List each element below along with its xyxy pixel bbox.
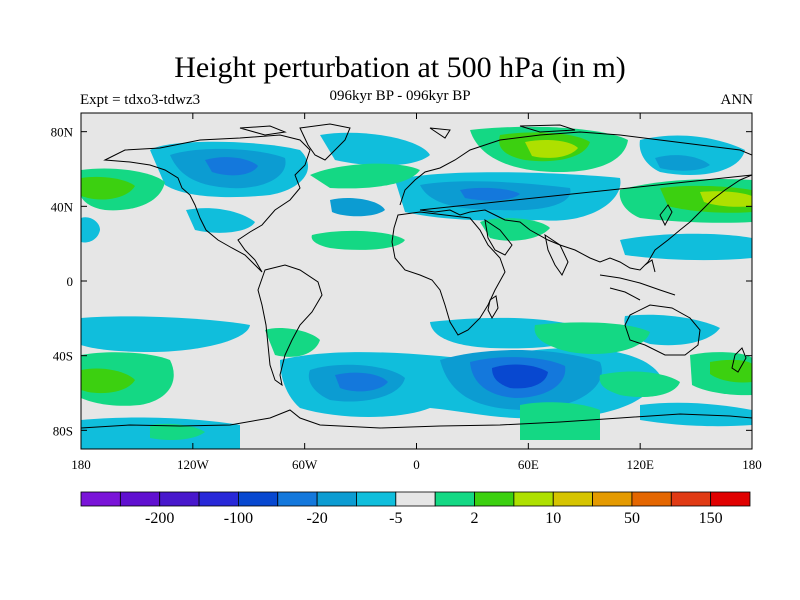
coastline-layer	[81, 123, 752, 429]
lat-tick-label: 80N	[51, 125, 74, 140]
colorbar-swatch	[356, 491, 397, 507]
colorbar-swatch	[434, 491, 475, 507]
experiment-label: Expt = tdxo3-tdwz3	[80, 92, 201, 108]
australia-coastline	[624, 304, 701, 356]
colorbar-swatch	[159, 491, 200, 507]
lat-tick-label: 40N	[51, 199, 74, 214]
colorbar-swatch	[316, 491, 357, 507]
colorbar-label: -20	[306, 510, 327, 527]
colorbar-swatch	[592, 491, 633, 507]
contour-deepest-blue	[492, 364, 548, 389]
colorbar-swatch	[80, 491, 121, 507]
contour-yellow-green	[525, 140, 752, 207]
lon-tick-label: 120W	[177, 457, 210, 472]
lon-tick-label: 180	[742, 457, 762, 472]
lon-tick-label: 60E	[518, 457, 539, 472]
south-america-coastline	[257, 264, 323, 387]
colorbar-label: 150	[699, 510, 723, 527]
contour-fill-layer	[81, 126, 752, 449]
colorbar-label: -200	[145, 510, 174, 527]
colorbar-label: 50	[624, 510, 640, 527]
colorbar-swatch	[119, 491, 161, 507]
colorbar-swatch	[277, 491, 318, 507]
africa-coastline	[391, 211, 506, 336]
japan-coastline	[659, 204, 673, 227]
colorbar-swatch	[238, 491, 279, 507]
antarctica-coastline	[81, 409, 752, 429]
map-title: Height perturbation at 500 hPa (in m)	[174, 51, 626, 84]
colorbar-label: -5	[389, 510, 402, 527]
maritime-continent-coastline	[599, 259, 676, 301]
north-america-coastline	[103, 134, 311, 273]
season-label: ANN	[720, 92, 754, 108]
madagascar-coastline	[487, 295, 499, 320]
colorbar-swatch	[198, 491, 239, 507]
colorbar-swatch	[513, 491, 554, 507]
colorbar-swatch	[474, 491, 515, 507]
map-subtitle: 096kyr BP - 096kyr BP	[329, 88, 471, 104]
lon-tick-label: 180	[71, 457, 91, 472]
colorbar-label: -100	[224, 510, 253, 527]
new-zealand-coastline	[731, 347, 747, 373]
lon-tick-label: 120E	[626, 457, 654, 472]
lat-tick-label: 0	[67, 274, 74, 289]
colorbar-label: 2	[471, 510, 479, 527]
eurasia-coastline	[399, 131, 752, 271]
lat-tick-label: 40S	[53, 349, 73, 364]
lon-tick-label: 60W	[292, 457, 318, 472]
colorbar-swatch	[631, 491, 672, 507]
colorbar-swatch	[552, 491, 593, 507]
colorbar-label: 10	[545, 510, 561, 527]
axis-ticks: 80N 40N 0 40S 80S 180 120W 60W 0 60E 120E 180	[51, 113, 762, 472]
colorbar-swatch	[395, 491, 436, 507]
arctic-islands-coastline	[239, 124, 576, 139]
colorbar-swatch	[710, 491, 751, 507]
colorbar: -200 -100 -20 -5 2 10 50 150	[80, 491, 751, 527]
lat-tick-label: 80S	[53, 423, 73, 438]
south-asia-coastline	[484, 218, 569, 276]
lon-tick-label: 0	[413, 457, 420, 472]
greenland-coastline	[299, 123, 351, 161]
colorbar-swatch	[670, 491, 712, 507]
